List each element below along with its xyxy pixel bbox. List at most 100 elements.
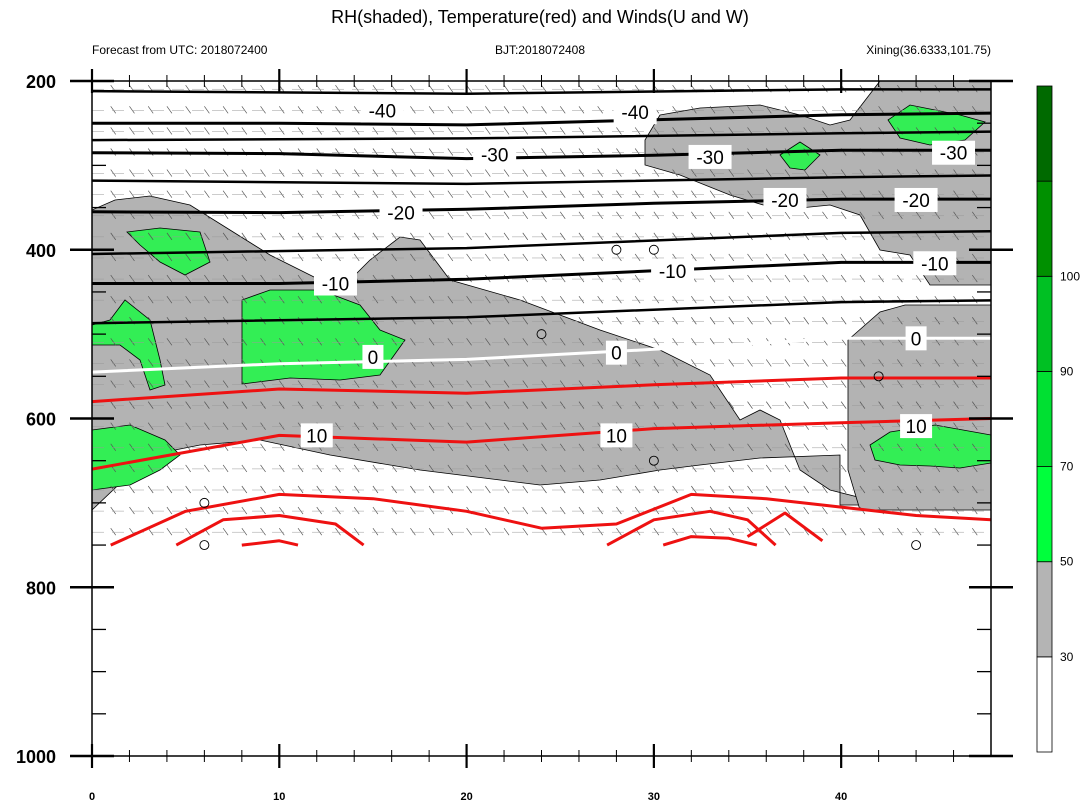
wind-barb — [110, 485, 117, 494]
wind-barb — [765, 253, 772, 262]
wind-barb — [503, 169, 510, 177]
wind-barb — [597, 527, 603, 536]
wind-barb — [428, 527, 435, 536]
wind-barb — [485, 464, 491, 473]
wind-barb — [466, 295, 472, 304]
contour-label-bg — [600, 423, 633, 448]
wind-barb — [672, 190, 678, 198]
wind-barb — [428, 464, 435, 473]
wind-barb — [204, 169, 210, 177]
wind-barb — [616, 127, 622, 135]
colorbar-bin — [1036, 275, 1053, 372]
wind-barb — [691, 443, 697, 452]
wind-barb — [110, 274, 117, 283]
wind-barb — [728, 190, 735, 198]
wind-barb — [222, 190, 229, 198]
wind-barb — [466, 443, 472, 452]
wind-barb — [485, 359, 491, 367]
wind-barb — [110, 527, 117, 536]
wind-barb — [915, 443, 922, 452]
subtitle-right: Xining(36.6333,101.75) — [866, 43, 991, 57]
wind-barb — [784, 380, 791, 388]
wind-barb — [971, 211, 978, 219]
wind-barb — [166, 295, 173, 304]
wind-barb — [222, 464, 229, 473]
wind-barb — [222, 106, 229, 114]
wind-barb — [934, 485, 941, 494]
wind-barb — [503, 253, 510, 262]
colorbar-label: 50 — [1060, 555, 1074, 569]
wind-barb — [859, 106, 866, 114]
wind-barb — [316, 506, 323, 515]
wind-barb — [915, 506, 922, 515]
wind-barb — [391, 422, 397, 430]
wind-barb — [185, 443, 191, 452]
contour-label-bg — [605, 340, 627, 365]
calm-marker — [873, 371, 884, 382]
wind-barb — [485, 211, 491, 219]
wind-barb — [147, 253, 154, 262]
wind-barb — [147, 169, 154, 177]
wind-barb — [279, 401, 285, 409]
wind-barb — [953, 190, 959, 198]
wind-barb — [297, 253, 304, 262]
wind-barb — [803, 443, 809, 452]
wind-barb — [166, 127, 173, 135]
wind-barb — [897, 401, 903, 409]
wind-barb — [316, 85, 323, 93]
wind-barb — [297, 506, 304, 515]
wind-barb — [784, 169, 791, 177]
wind-barb — [372, 527, 379, 536]
contour-label-bg — [905, 326, 927, 351]
wind-barb — [859, 464, 866, 473]
wind-barb — [241, 127, 248, 135]
wind-barb — [410, 401, 416, 409]
wind-barb — [840, 359, 847, 367]
wind-barb — [391, 380, 397, 388]
temp-contour-5 — [92, 417, 991, 471]
wind-barb — [335, 380, 341, 388]
wind-barb — [222, 527, 229, 536]
wind-barb — [260, 274, 266, 283]
wind-barb — [428, 148, 435, 156]
wind-barb — [578, 295, 585, 304]
wind-barb — [279, 422, 285, 430]
wind-barb — [840, 443, 847, 452]
wind-barb — [878, 317, 884, 325]
wind-barb — [784, 253, 791, 262]
wind-barb — [859, 190, 866, 198]
wind-barb — [522, 169, 529, 177]
wind-barb — [353, 85, 360, 93]
wind-barb — [728, 506, 735, 515]
wind-barb — [728, 485, 735, 494]
wind-barb — [147, 506, 154, 515]
y-tick-label: 200 — [26, 72, 56, 92]
wind-barb — [503, 380, 510, 388]
wind-barb — [878, 380, 884, 388]
wind-barb — [335, 127, 341, 135]
wind-barb — [410, 422, 416, 430]
wind-barb — [709, 190, 716, 198]
wind-barb — [840, 169, 847, 177]
wind-barb — [391, 401, 397, 409]
wind-barb — [185, 422, 191, 430]
wind-barb — [672, 359, 678, 367]
wind-barb — [878, 211, 884, 219]
wind-barb — [934, 232, 941, 241]
wind-barb — [147, 380, 154, 388]
wind-barb — [110, 169, 117, 177]
wind-barb — [485, 401, 491, 409]
wind-barb — [559, 422, 566, 430]
wind-barb — [578, 106, 585, 114]
wind-barb — [428, 380, 435, 388]
wind-barb — [953, 211, 959, 219]
wind-barb — [878, 464, 884, 473]
wind-barb — [466, 485, 472, 494]
wind-barb — [260, 232, 266, 241]
wind-barb — [447, 422, 454, 430]
wind-barb — [541, 190, 547, 198]
wind-barb — [391, 232, 397, 241]
contour-label-text: 0 — [368, 348, 379, 369]
wind-barb — [222, 506, 229, 515]
wind-barb — [503, 211, 510, 219]
